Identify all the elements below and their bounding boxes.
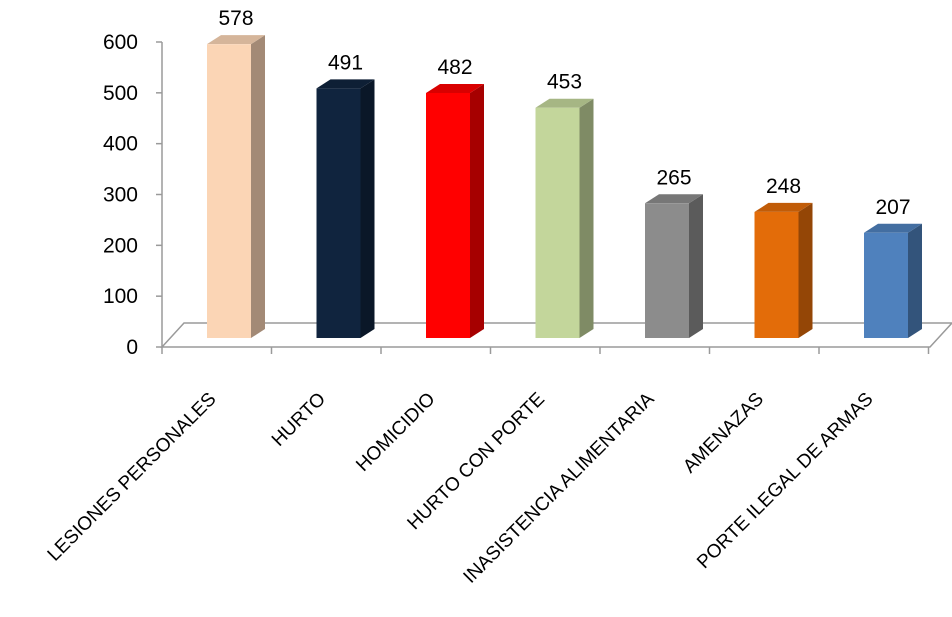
bar-top bbox=[645, 194, 703, 204]
x-tick-label: HOMICIDIO bbox=[352, 389, 439, 476]
bar-side bbox=[908, 223, 922, 338]
bar-front bbox=[426, 92, 470, 338]
x-tick-label: LESIONES PERSONALES bbox=[44, 389, 221, 566]
bar bbox=[316, 79, 375, 339]
bar bbox=[535, 98, 594, 338]
data-label: 248 bbox=[766, 175, 801, 198]
y-tick-label: 300 bbox=[103, 184, 138, 207]
bar bbox=[864, 223, 922, 338]
y-tick-label: 400 bbox=[103, 133, 138, 156]
bar-side bbox=[798, 202, 813, 338]
bar-side bbox=[470, 83, 484, 338]
data-label: 482 bbox=[437, 56, 472, 79]
bar-front bbox=[864, 232, 908, 338]
data-label: 265 bbox=[656, 166, 691, 189]
bar-top bbox=[754, 202, 813, 212]
bar-front bbox=[207, 44, 251, 338]
y-tick-label: 500 bbox=[103, 82, 138, 105]
bar bbox=[645, 194, 703, 338]
y-ticks: 0 100 200 300 400 500 600 bbox=[103, 31, 162, 359]
data-label: 207 bbox=[875, 196, 910, 219]
y-axis: 0 100 200 300 400 500 600 bbox=[103, 31, 163, 359]
y-tick-label: 100 bbox=[103, 285, 138, 308]
x-tick-label: HURTO bbox=[268, 389, 330, 451]
bar-top bbox=[864, 223, 922, 233]
x-ticks bbox=[161, 347, 930, 354]
bar-top bbox=[535, 98, 594, 108]
bar-side bbox=[689, 194, 703, 338]
bar-front bbox=[535, 107, 580, 338]
bar bbox=[754, 202, 813, 338]
bar-side bbox=[360, 79, 375, 339]
bar-side bbox=[251, 35, 265, 338]
x-tick-label: INASISTENCIA ALIMENTARIA bbox=[460, 388, 659, 587]
data-labels: 578 491 482 453 265 248 207 bbox=[218, 7, 910, 219]
bar-top bbox=[426, 83, 484, 93]
bar-front bbox=[754, 211, 799, 338]
bar bbox=[426, 83, 484, 338]
data-label: 578 bbox=[218, 7, 253, 30]
bar bbox=[207, 35, 265, 338]
bar-side bbox=[579, 98, 594, 338]
bar-top bbox=[207, 35, 265, 45]
bars bbox=[207, 35, 922, 339]
data-label: 453 bbox=[547, 71, 582, 94]
x-tick-label: PORTE ILEGAL DE ARMAS bbox=[693, 389, 877, 573]
y-tick-label: 0 bbox=[126, 336, 138, 359]
data-label: 491 bbox=[328, 51, 363, 74]
y-tick-label: 200 bbox=[103, 234, 138, 257]
bar-front bbox=[645, 203, 689, 338]
y-tick-label: 600 bbox=[103, 31, 138, 54]
bar-front bbox=[316, 88, 361, 339]
bar-top bbox=[316, 79, 375, 89]
x-tick-label: AMENAZAS bbox=[679, 389, 768, 478]
